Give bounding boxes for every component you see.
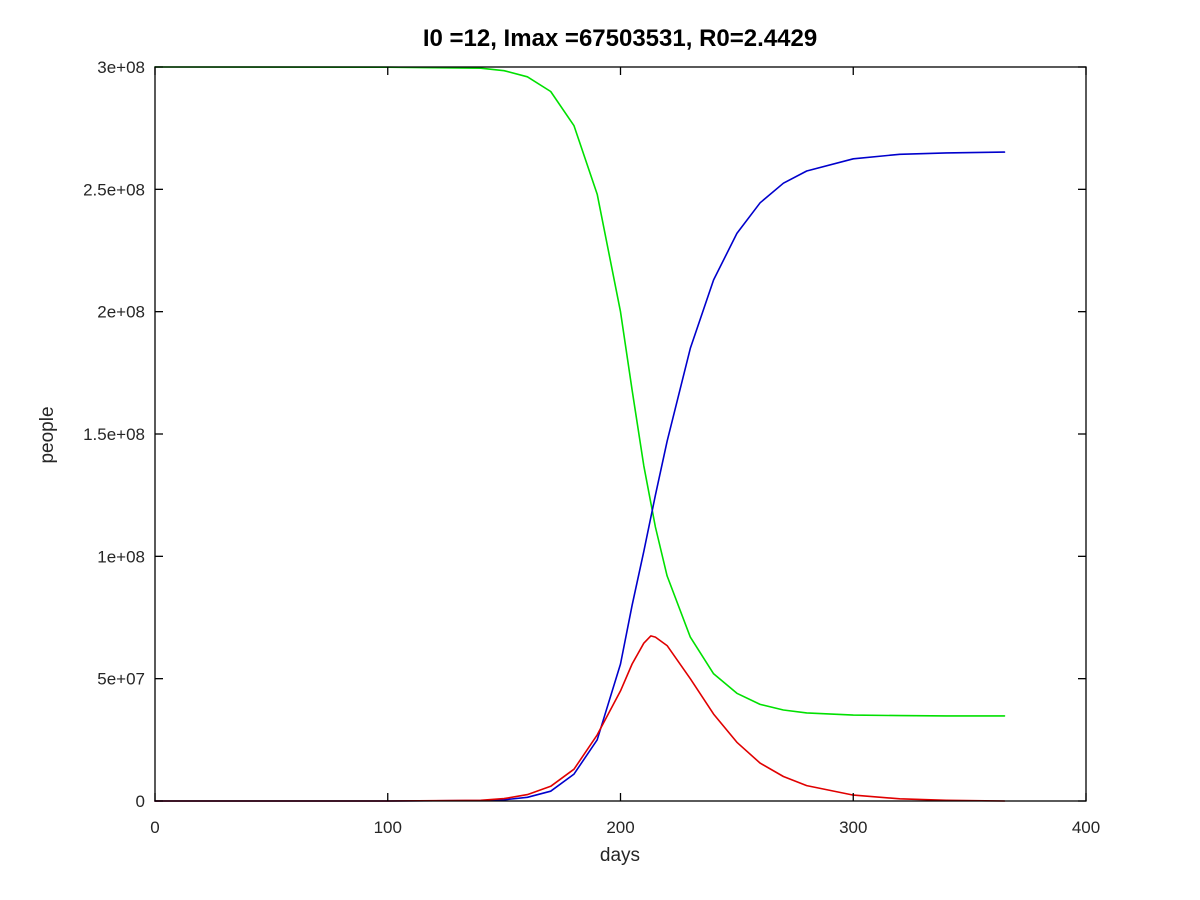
series-line-2	[154, 151, 1006, 802]
x-axis-label: days	[600, 845, 640, 866]
x-tick-label: 400	[1072, 818, 1100, 837]
y-tick-label: 3e+08	[97, 58, 145, 77]
y-axis-label: people	[37, 406, 58, 463]
y-tick-label: 2.5e+08	[83, 180, 145, 199]
series-line-1	[154, 66, 1006, 717]
y-tick-label: 1.5e+08	[83, 425, 145, 444]
x-tick-label: 100	[374, 818, 402, 837]
x-tick-label: 200	[606, 818, 634, 837]
series-layer	[154, 66, 1006, 802]
axes-layer: 0 100 200 300 400 0 5e+07 1e+08 1.5e+08 2e+08 2.5e…	[83, 58, 1100, 837]
y-tick-label: 1e+08	[97, 547, 145, 566]
y-tick-label: 2e+08	[97, 303, 145, 322]
x-tick-label: 300	[839, 818, 867, 837]
y-tick-label: 0	[136, 792, 145, 811]
x-tick-label: 0	[150, 818, 159, 837]
chart-title: I0 =12, Imax =67503531, R0=2.4429	[423, 25, 817, 52]
series-line-3	[154, 635, 1006, 802]
y-tick-label: 5e+07	[97, 670, 145, 689]
